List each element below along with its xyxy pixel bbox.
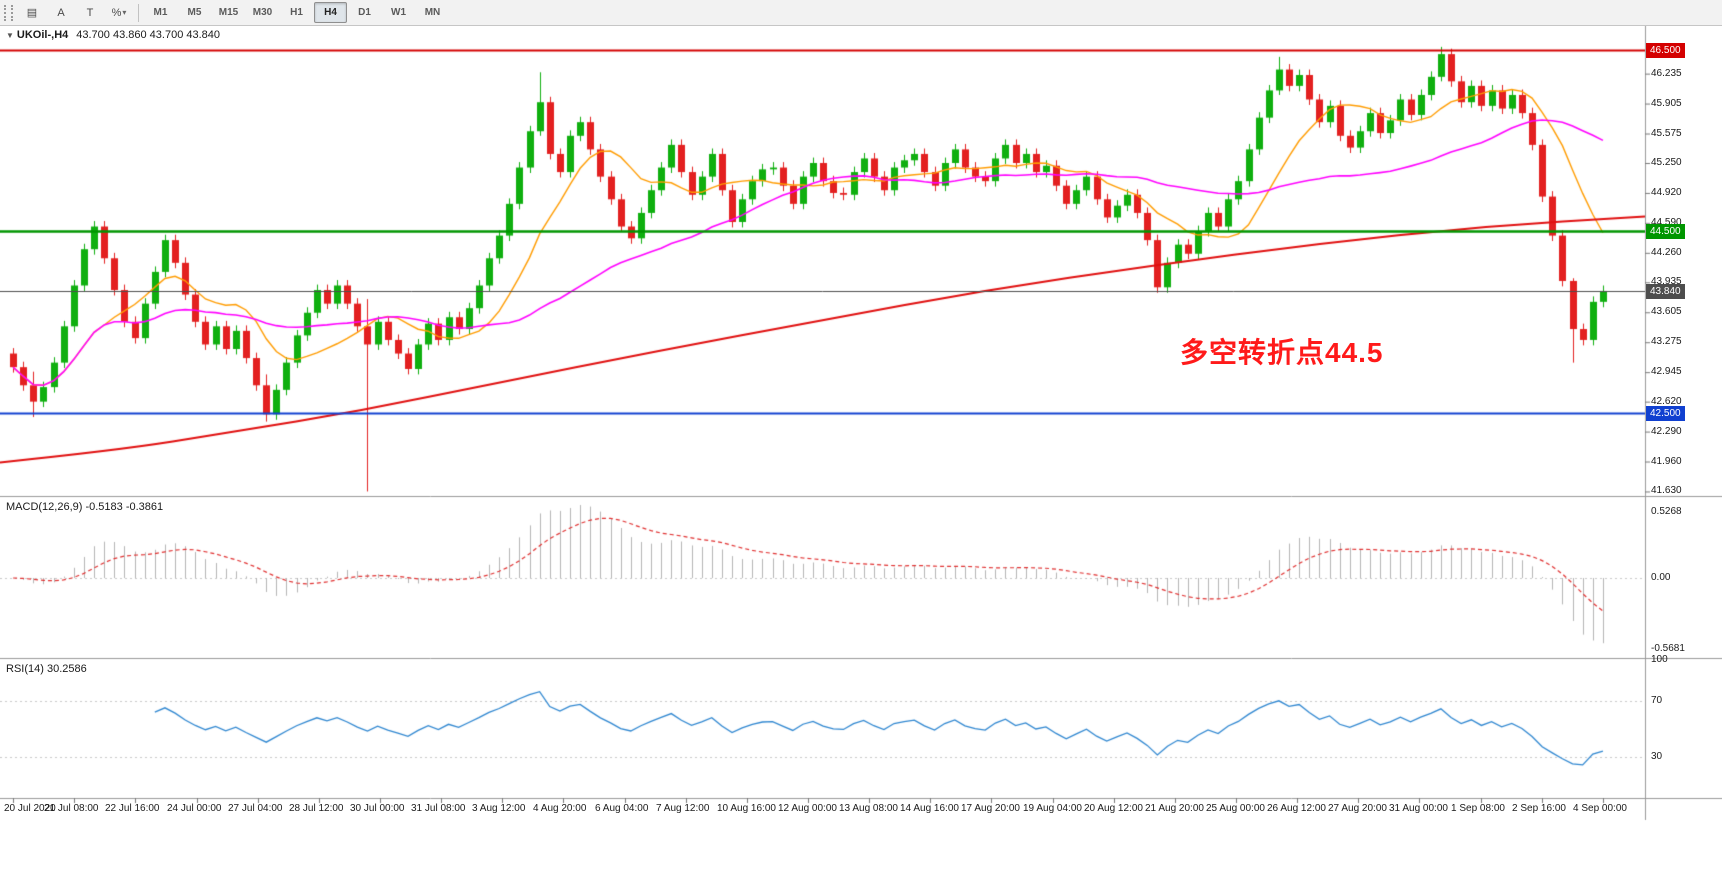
time-axis-label: 31 Aug 00:00 bbox=[1389, 803, 1448, 814]
time-axis-label: 24 Jul 00:00 bbox=[167, 803, 222, 814]
price-scale-label: 46.235 bbox=[1651, 67, 1682, 79]
time-axis-label: 12 Aug 00:00 bbox=[778, 803, 837, 814]
time-axis-label: 30 Jul 00:00 bbox=[350, 803, 405, 814]
price-scale-label: 44.920 bbox=[1651, 186, 1682, 198]
symbol-period-label: UKOil-,H4 bbox=[16, 29, 69, 41]
price-scale-label: 45.575 bbox=[1651, 127, 1682, 139]
time-axis-label: 17 Aug 20:00 bbox=[961, 803, 1020, 814]
time-axis-label: 20 Jul 2020 bbox=[4, 803, 56, 814]
tf-button-w1[interactable]: W1 bbox=[391, 7, 406, 18]
toolbar-separator bbox=[138, 3, 139, 22]
dropdown-caret-icon[interactable]: ▾ bbox=[122, 8, 127, 17]
price-scale-label: 43.935 bbox=[1651, 276, 1682, 288]
price-scale-label: 43.275 bbox=[1651, 336, 1682, 348]
rsi-scale-label: 30 bbox=[1651, 750, 1663, 762]
price-scale-label: 44.590 bbox=[1651, 216, 1682, 228]
time-axis-label: 4 Aug 20:00 bbox=[533, 803, 587, 814]
fibonacci-tool[interactable]: % ▾ bbox=[111, 6, 127, 19]
macd-scale-label: 0.5268 bbox=[1651, 506, 1682, 518]
time-axis-label: 14 Aug 16:00 bbox=[900, 803, 959, 814]
text-box-tool[interactable]: T bbox=[86, 6, 94, 19]
timeframe-toolbar: M1 M5 M15 M30 H1 H4 D1 W1 MN bbox=[144, 2, 449, 23]
time-axis-label: 3 Aug 12:00 bbox=[472, 803, 526, 814]
time-axis-label: 4 Sep 00:00 bbox=[1573, 803, 1627, 814]
chart-title: ▼ UKOil-,H4 43.700 43.860 43.700 43.840 bbox=[6, 29, 220, 41]
time-axis-label: 6 Aug 04:00 bbox=[595, 803, 649, 814]
price-badge-42.500: 42.500 bbox=[1646, 405, 1685, 421]
time-axis-label: 27 Jul 04:00 bbox=[228, 803, 283, 814]
tf-button-m5[interactable]: M5 bbox=[187, 7, 202, 18]
time-axis-label: 2 Sep 16:00 bbox=[1512, 803, 1566, 814]
toolbar: ▤ A T % ▾ M1 M5 M15 M30 H1 H4 D1 W1 MN bbox=[0, 0, 1722, 26]
tf-button-m15[interactable]: M15 bbox=[218, 7, 239, 18]
time-axis-label: 10 Aug 16:00 bbox=[717, 803, 776, 814]
time-axis-label: 21 Jul 08:00 bbox=[44, 803, 99, 814]
tf-button-h4[interactable]: H4 bbox=[314, 2, 347, 23]
toolbar-grip[interactable] bbox=[4, 4, 13, 21]
macd-scale-label: -0.5681 bbox=[1651, 643, 1685, 654]
rsi-scale-label: 70 bbox=[1651, 695, 1663, 707]
ohlc-values: 43.700 43.860 43.700 43.840 bbox=[76, 29, 221, 41]
price-scale-label: 43.605 bbox=[1651, 306, 1682, 318]
price-scale-label: 42.620 bbox=[1651, 395, 1682, 407]
macd-scale-label: 0.00 bbox=[1651, 572, 1671, 583]
time-axis-label: 22 Jul 16:00 bbox=[105, 803, 160, 814]
tf-button-m1[interactable]: M1 bbox=[153, 7, 168, 18]
price-badge-43.840: 43.840 bbox=[1646, 283, 1685, 299]
objects-list-icon[interactable]: ▤ bbox=[26, 7, 38, 19]
macd-indicator-label: MACD(12,26,9) -0.5183 -0.3861 bbox=[6, 501, 164, 513]
time-axis-label: 7 Aug 12:00 bbox=[656, 803, 710, 814]
collapse-triangle-icon[interactable]: ▼ bbox=[6, 31, 14, 40]
tf-button-mn[interactable]: MN bbox=[424, 7, 441, 18]
price-scale-label: 42.290 bbox=[1651, 425, 1682, 437]
time-axis-label: 26 Aug 12:00 bbox=[1267, 803, 1326, 814]
time-axis-label: 31 Jul 08:00 bbox=[411, 803, 466, 814]
time-axis-label: 21 Aug 20:00 bbox=[1145, 803, 1204, 814]
price-scale-label: 41.630 bbox=[1651, 485, 1682, 497]
price-scale-label: 41.960 bbox=[1651, 455, 1682, 467]
tf-button-d1[interactable]: D1 bbox=[358, 7, 371, 18]
rsi-scale-label: 100 bbox=[1651, 654, 1668, 665]
chart-canvas[interactable] bbox=[0, 26, 1722, 894]
tf-button-h1[interactable]: H1 bbox=[290, 7, 303, 18]
time-axis-label: 20 Aug 12:00 bbox=[1084, 803, 1143, 814]
price-scale-label: 45.250 bbox=[1651, 157, 1682, 168]
object-tools-group: ▤ A T % ▾ bbox=[18, 2, 133, 24]
rsi-indicator-label: RSI(14) 30.2586 bbox=[6, 663, 87, 675]
time-axis-label: 27 Aug 20:00 bbox=[1328, 803, 1387, 814]
text-label-tool[interactable]: A bbox=[57, 6, 65, 19]
time-axis-label: 13 Aug 08:00 bbox=[839, 803, 898, 814]
price-badge-46.500: 46.500 bbox=[1646, 42, 1685, 58]
price-scale-label: 45.905 bbox=[1651, 97, 1682, 109]
time-axis-label: 28 Jul 12:00 bbox=[289, 803, 344, 814]
time-axis-label: 1 Sep 08:00 bbox=[1451, 803, 1505, 814]
time-axis-label: 25 Aug 00:00 bbox=[1206, 803, 1265, 814]
price-scale-label: 42.945 bbox=[1651, 366, 1682, 378]
price-scale-label: 44.260 bbox=[1651, 246, 1682, 258]
chart-window: ▼ UKOil-,H4 43.700 43.860 43.700 43.840 MA… bbox=[0, 26, 1722, 894]
price-badge-44.500: 44.500 bbox=[1646, 224, 1685, 240]
chart-text-annotation[interactable]: 多空转折点44.5 bbox=[1180, 337, 1384, 368]
tf-button-m30[interactable]: M30 bbox=[252, 7, 273, 18]
time-axis-label: 19 Aug 04:00 bbox=[1023, 803, 1082, 814]
